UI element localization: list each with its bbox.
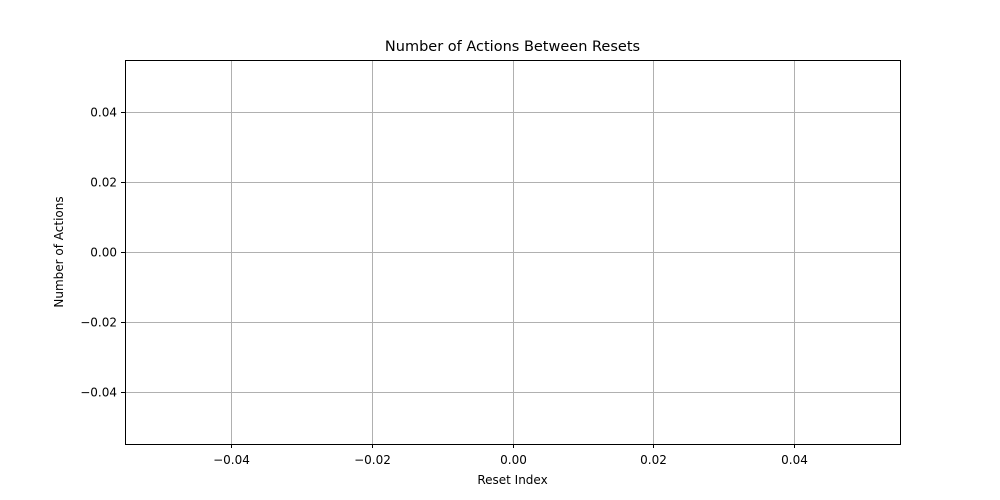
y-tick-label: 0.02 [90, 176, 117, 190]
y-tick-labels: 0.04 0.02 0.00 −0.02 −0.04 [80, 106, 117, 400]
y-tick-label: 0.00 [90, 246, 117, 260]
plot-area-frame [125, 60, 901, 445]
x-axis-label: Reset Index [477, 473, 547, 487]
y-axis-label: Number of Actions [52, 196, 66, 307]
x-tick-label: −0.04 [213, 453, 250, 467]
x-tick-label: 0.00 [500, 453, 527, 467]
x-tick-label: 0.04 [781, 453, 808, 467]
x-tick-label: −0.02 [354, 453, 391, 467]
axis-ticks [121, 112, 795, 448]
grid [125, 60, 900, 444]
x-tick-label: 0.02 [640, 453, 667, 467]
y-tick-label: 0.04 [90, 106, 117, 120]
x-tick-labels: −0.04 −0.02 0.00 0.02 0.04 [213, 453, 808, 467]
y-tick-label: −0.04 [80, 386, 117, 400]
chart-title: Number of Actions Between Resets [385, 39, 640, 55]
y-tick-label: −0.02 [80, 316, 117, 330]
